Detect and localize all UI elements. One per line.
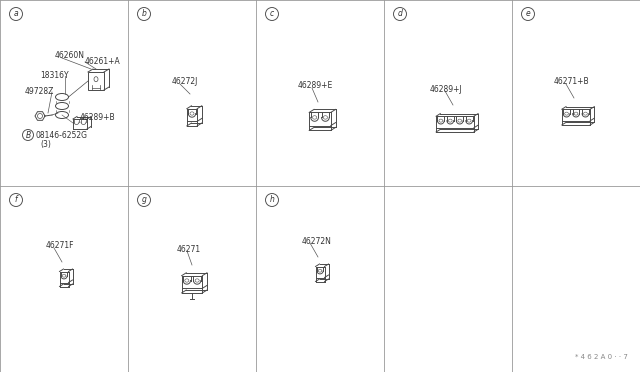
Text: d: d: [397, 10, 403, 19]
Text: 46272J: 46272J: [172, 77, 198, 87]
Text: (3): (3): [40, 140, 51, 148]
Text: f: f: [15, 196, 17, 205]
Text: * 4 6 2 A 0 · · 7: * 4 6 2 A 0 · · 7: [575, 354, 628, 360]
Text: 46289+E: 46289+E: [298, 81, 333, 90]
Text: 18316Y: 18316Y: [40, 71, 68, 80]
Text: e: e: [525, 10, 531, 19]
Text: 46271F: 46271F: [46, 241, 74, 250]
Text: B: B: [26, 131, 31, 140]
Text: 46289+J: 46289+J: [430, 84, 463, 93]
Text: h: h: [269, 196, 275, 205]
Text: 46289+B: 46289+B: [80, 112, 116, 122]
Text: b: b: [141, 10, 147, 19]
Text: g: g: [141, 196, 147, 205]
Text: 46271: 46271: [177, 244, 201, 253]
Text: 46272N: 46272N: [302, 237, 332, 246]
Text: 08146-6252G: 08146-6252G: [36, 131, 88, 140]
Text: a: a: [13, 10, 19, 19]
Text: 46260N: 46260N: [55, 51, 85, 61]
Text: 46261+A: 46261+A: [85, 58, 121, 67]
Text: 49728Z: 49728Z: [25, 87, 54, 96]
Text: c: c: [270, 10, 274, 19]
Text: 46271+B: 46271+B: [554, 77, 589, 87]
